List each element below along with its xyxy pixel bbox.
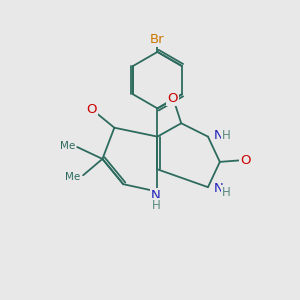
Text: N: N — [151, 189, 161, 202]
Text: H: H — [222, 186, 231, 199]
Text: Me: Me — [60, 140, 75, 151]
Text: O: O — [86, 103, 97, 116]
Text: O: O — [167, 92, 178, 105]
Text: H: H — [152, 200, 160, 212]
Text: N: N — [213, 129, 223, 142]
Text: H: H — [222, 129, 231, 142]
Text: O: O — [241, 154, 251, 167]
Text: Br: Br — [150, 33, 165, 46]
Text: Me: Me — [65, 172, 81, 182]
Text: N: N — [213, 182, 223, 195]
